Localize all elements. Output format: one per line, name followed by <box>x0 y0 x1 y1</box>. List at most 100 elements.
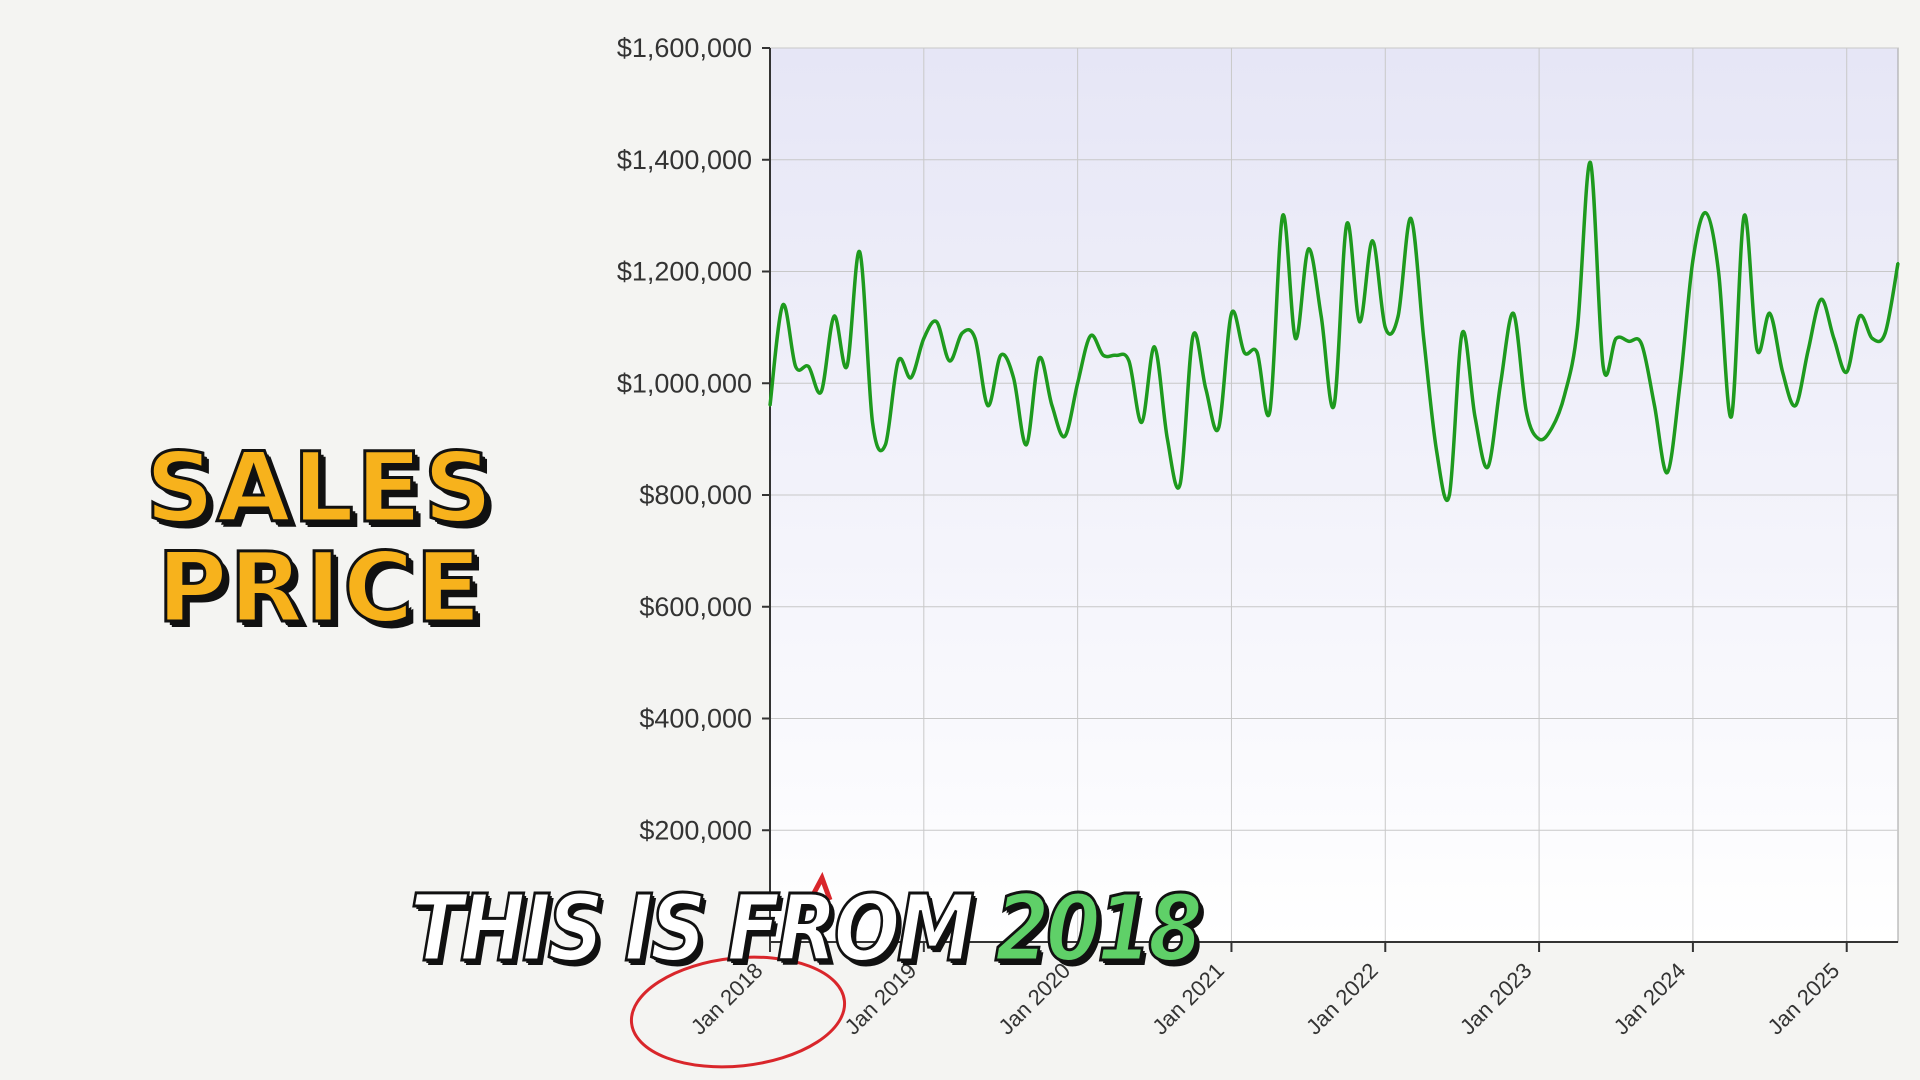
data-point <box>1627 340 1631 343</box>
data-point <box>1704 211 1707 214</box>
y-tick-label: $800,000 <box>639 480 752 510</box>
data-point <box>1743 214 1746 217</box>
data-point <box>1666 471 1669 474</box>
data-point <box>1102 354 1105 357</box>
data-point <box>909 376 913 379</box>
data-point <box>922 337 925 340</box>
data-point <box>1589 161 1592 164</box>
data-point <box>1819 298 1823 301</box>
data-point <box>1166 437 1169 441</box>
data-point <box>1448 493 1451 497</box>
x-tick-label: Jan 2024 <box>1609 958 1691 1040</box>
data-point <box>1473 415 1477 418</box>
y-tick-label: $1,400,000 <box>617 145 752 175</box>
data-point <box>1371 239 1374 242</box>
data-point <box>1768 312 1772 315</box>
data-point <box>1896 261 1900 265</box>
caption-year: 2018 <box>994 874 1204 984</box>
data-point <box>1755 348 1759 351</box>
data-point <box>1537 437 1541 441</box>
data-point <box>948 359 951 363</box>
data-point <box>1230 312 1233 315</box>
data-point <box>1691 259 1695 262</box>
x-tick-label: Jan 2023 <box>1455 958 1537 1040</box>
data-point <box>807 365 810 368</box>
data-point <box>1025 443 1028 446</box>
axes <box>762 47 1898 952</box>
data-point <box>1678 382 1682 385</box>
data-point <box>1486 465 1490 469</box>
data-point <box>1281 214 1284 217</box>
title-price: PRICE <box>155 532 484 644</box>
data-point <box>999 354 1002 357</box>
data-point <box>1332 404 1336 407</box>
data-point <box>845 365 849 368</box>
data-point <box>871 421 874 424</box>
data-point <box>986 404 990 407</box>
data-point <box>1525 410 1528 413</box>
data-point <box>1012 376 1015 379</box>
data-point <box>1845 370 1848 374</box>
data-point <box>1422 337 1425 340</box>
data-point <box>1140 421 1143 424</box>
data-point <box>1499 382 1502 385</box>
data-point <box>1409 217 1413 220</box>
data-point <box>1268 410 1272 413</box>
x-tick-label: Jan 2022 <box>1301 958 1383 1040</box>
data-point <box>1807 348 1810 351</box>
data-point <box>1050 404 1054 407</box>
data-point <box>1461 331 1464 335</box>
caption: THIS IS FROM 2018 <box>409 874 1204 984</box>
data-point <box>884 443 887 446</box>
x-tick-label: Jan 2025 <box>1763 958 1845 1040</box>
y-tick-label: $200,000 <box>639 815 752 845</box>
data-point <box>1576 326 1579 329</box>
data-point <box>1550 426 1554 430</box>
y-tick-label: $1,600,000 <box>617 33 752 63</box>
data-point <box>1794 404 1797 407</box>
data-point <box>1717 270 1720 273</box>
data-point <box>1217 426 1220 430</box>
data-point <box>961 331 964 335</box>
y-tick-label: $1,000,000 <box>617 368 752 398</box>
data-point <box>1435 449 1438 452</box>
data-point <box>1243 351 1246 354</box>
data-point <box>1858 315 1861 318</box>
data-point <box>1063 435 1067 438</box>
data-point <box>1384 326 1387 329</box>
data-point <box>1089 334 1092 337</box>
data-point <box>1640 342 1643 346</box>
data-point <box>768 404 772 407</box>
data-point <box>1653 404 1656 407</box>
title-sales: SALES <box>144 432 495 544</box>
data-point <box>1345 222 1349 226</box>
data-point <box>1153 345 1156 349</box>
data-point <box>781 303 784 307</box>
data-point <box>794 365 797 368</box>
data-point <box>858 250 861 254</box>
data-point <box>1832 337 1836 340</box>
data-point <box>1602 365 1605 368</box>
data-point <box>1358 320 1361 323</box>
series-lines <box>768 160 1900 503</box>
data-point <box>1114 354 1118 357</box>
data-point <box>1191 334 1195 337</box>
data-point <box>820 390 823 393</box>
y-tick-label: $400,000 <box>639 704 752 734</box>
data-point <box>1255 351 1259 354</box>
data-point <box>832 315 836 318</box>
caption-prefix: THIS IS FROM <box>409 874 976 984</box>
data-point <box>1038 356 1041 360</box>
data-point <box>973 337 977 340</box>
data-point <box>1884 331 1887 335</box>
data-point <box>1294 337 1297 340</box>
data-point <box>1781 370 1784 374</box>
y-tick-label: $600,000 <box>639 592 752 622</box>
data-point <box>1614 337 1618 340</box>
data-point <box>1307 247 1310 251</box>
data-point <box>1179 482 1182 485</box>
data-point <box>1127 359 1131 363</box>
y-axis-tick-labels: $200,000 $400,000 $600,000 $800,000 $1,000,0… <box>617 33 752 845</box>
